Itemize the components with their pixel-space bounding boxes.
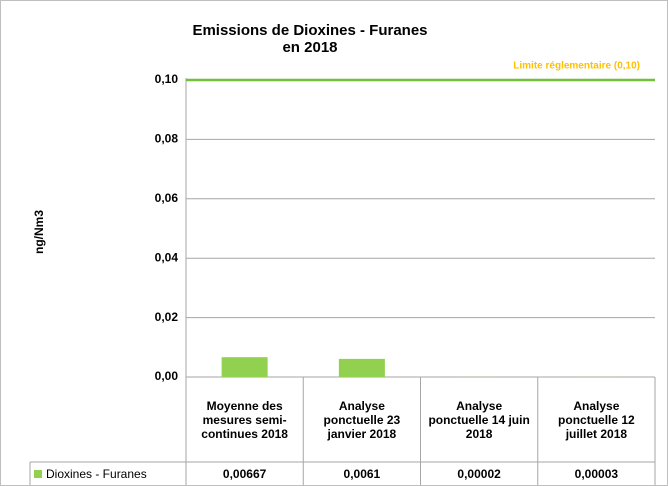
y-tick-label: 0,08 (155, 132, 179, 146)
y-tick-label: 0,10 (155, 72, 179, 86)
limit-label: Limite réglementaire (0,10) (513, 61, 640, 72)
category-label: Analyse ponctuelle 14 juin 2018 (428, 399, 530, 441)
bar (338, 358, 385, 377)
value-label: 0,00003 (574, 466, 619, 481)
y-tick-label: 0,04 (155, 250, 179, 264)
legend-label: Dioxines - Furanes (46, 466, 147, 481)
value-label: 0,00667 (222, 466, 267, 481)
y-tick-label: 0,02 (155, 310, 179, 324)
y-tick-label: 0,06 (155, 191, 179, 205)
y-tick-label: 0,00 (155, 369, 179, 383)
legend-swatch (34, 469, 42, 478)
value-label: 0,00002 (457, 466, 501, 481)
y-axis-label: ng/Nm3 (32, 210, 46, 254)
value-label: 0,0061 (343, 466, 381, 481)
legend-entry: Dioxines - Furanes (30, 462, 186, 485)
category-label: Analyse ponctuelle 12 juillet 2018 (558, 399, 635, 441)
category-label: Analyse ponctuelle 23 janvier 2018 (323, 399, 401, 441)
chart-title: Emissions de Dioxines - Furanes en 2018 (192, 22, 428, 56)
bar (221, 357, 268, 377)
category-label: Moyenne des mesures semi-continues 2018 (201, 399, 288, 441)
